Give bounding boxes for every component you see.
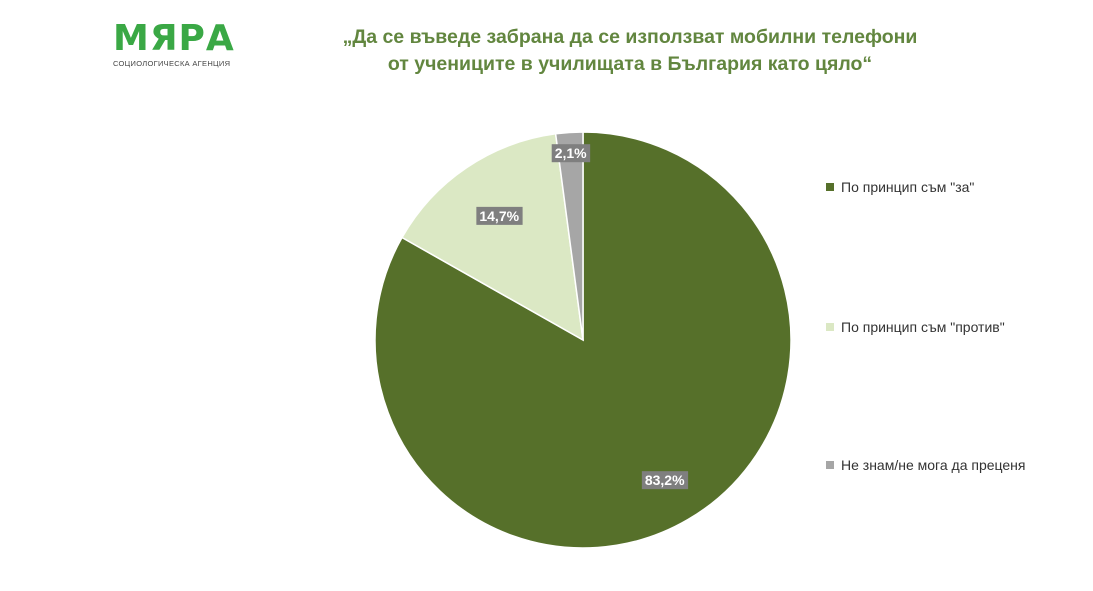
legend-label: По принцип съм "за" [841,179,975,195]
legend-swatch [826,323,834,331]
logo: МЯРА СОЦИОЛОГИЧЕСКА АГЕНЦИЯ [113,18,253,69]
chart-title: „Да се въведе забрана да се използват мо… [300,24,960,78]
logo-wordmark: МЯРА [113,18,235,59]
data-label-protiv: 14,7% [476,206,523,225]
chart-title-line-2: от учениците в училищата в България като… [387,53,873,75]
legend-item-protiv: По принцип съм "против" [826,318,1056,337]
legend-label: Не знам/не мога да преценя [841,457,1026,473]
logo-tagline: СОЦИОЛОГИЧЕСКА АГЕНЦИЯ [113,59,231,68]
legend-item-za: По принцип съм "за" [826,178,1056,197]
svg-text:83,2%: 83,2% [645,472,685,488]
data-label-ne-znam: 2,1% [551,144,591,163]
legend-swatch [826,461,834,469]
chart-legend: По принцип съм "за" По принцип съм "проти… [826,0,1056,591]
slice-za [374,131,792,549]
svg-text:14,7%: 14,7% [479,208,519,224]
legend-item-ne-znam: Не знам/не мога да преценя [826,456,1056,475]
svg-text:2,1%: 2,1% [555,145,587,161]
chart-title-line-1: „Да се въведе забрана да се използват мо… [342,26,918,48]
legend-swatch [826,183,834,191]
data-label-za: 83,2% [641,471,689,490]
slice-ne-znam [554,131,584,341]
slice-protiv [400,132,584,342]
legend-label: По принцип съм "против" [841,319,1005,335]
